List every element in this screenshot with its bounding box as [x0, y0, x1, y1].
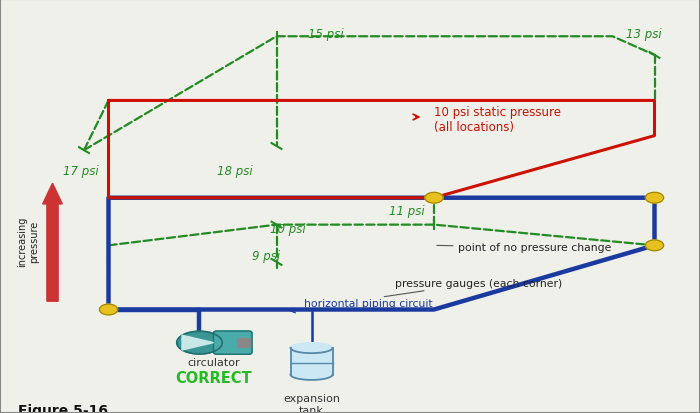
FancyBboxPatch shape — [237, 338, 250, 347]
Circle shape — [645, 240, 664, 251]
Text: CORRECT: CORRECT — [175, 370, 252, 385]
Text: 9 psi: 9 psi — [252, 249, 280, 263]
Text: 10 psi static pressure
(all locations): 10 psi static pressure (all locations) — [434, 106, 561, 134]
Text: 13 psi: 13 psi — [626, 28, 662, 41]
Circle shape — [99, 304, 118, 315]
Text: 15 psi: 15 psi — [308, 28, 344, 41]
Ellipse shape — [290, 343, 332, 353]
Text: 18 psi: 18 psi — [217, 165, 253, 178]
Ellipse shape — [290, 370, 332, 380]
Text: 11 psi: 11 psi — [389, 204, 424, 217]
FancyBboxPatch shape — [214, 331, 252, 354]
Text: pressure gauges (each corner): pressure gauges (each corner) — [384, 278, 563, 297]
Polygon shape — [182, 335, 214, 350]
Text: point of no pressure change: point of no pressure change — [437, 243, 612, 253]
Circle shape — [645, 193, 664, 204]
Text: horizontal piping circuit: horizontal piping circuit — [291, 299, 433, 313]
Ellipse shape — [176, 331, 222, 354]
Text: circulator: circulator — [187, 357, 240, 367]
Text: 10 psi: 10 psi — [270, 223, 305, 236]
Text: Figure 5-16: Figure 5-16 — [18, 403, 108, 413]
Circle shape — [425, 193, 443, 204]
Text: 17 psi: 17 psi — [63, 165, 99, 178]
Text: increasing
pressure: increasing pressure — [18, 216, 38, 267]
Bar — [290, 348, 332, 375]
Text: expansion
tank: expansion tank — [283, 394, 340, 413]
FancyArrow shape — [43, 184, 62, 301]
